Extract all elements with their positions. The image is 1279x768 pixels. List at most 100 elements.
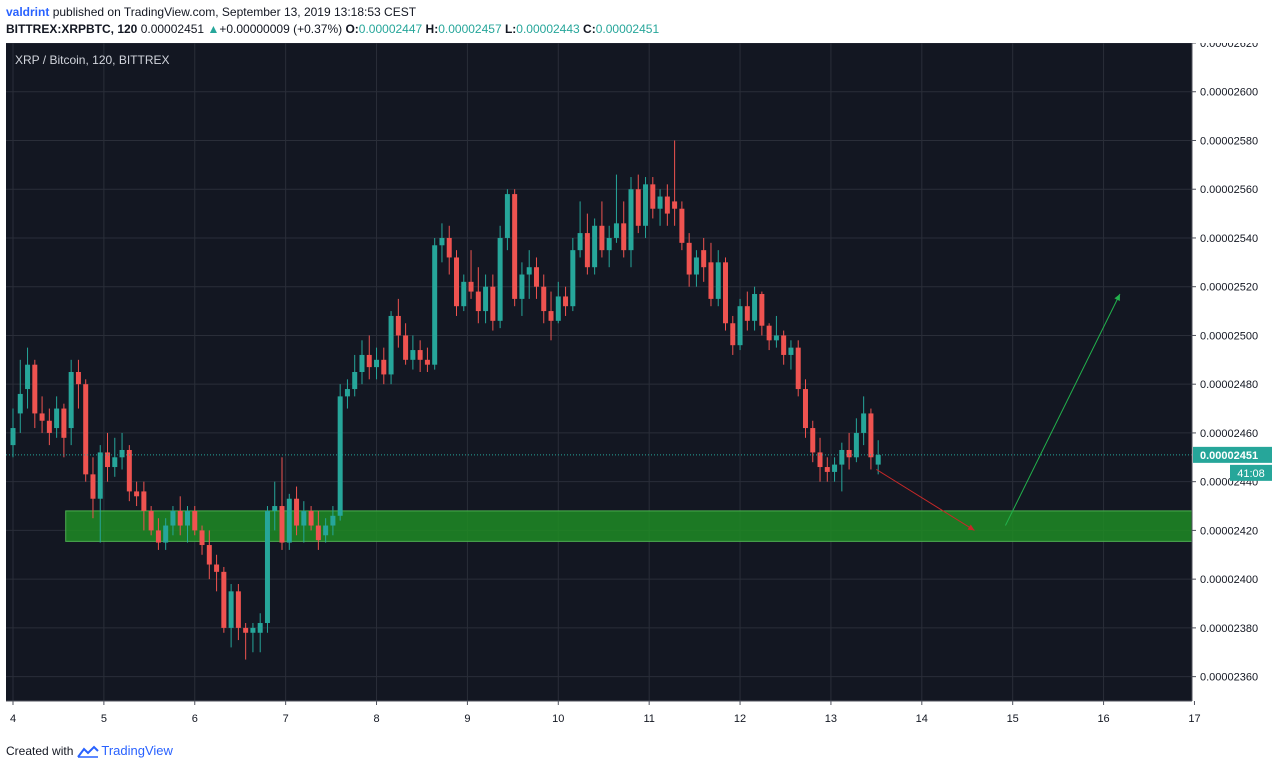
- x-tick-label: 12: [734, 713, 746, 725]
- grid-lines: [6, 42, 1195, 701]
- candle-body-up: [577, 233, 583, 251]
- candle-body-up: [301, 510, 307, 526]
- candle-body-down: [315, 525, 321, 541]
- candle-body-down: [512, 194, 518, 299]
- chart-panel[interactable]: 0.00002360 0.00002380 0.00002400 0.00002420…: [6, 38, 1273, 731]
- candle-body-down: [490, 286, 496, 321]
- x-tick-label: 15: [1007, 713, 1019, 725]
- y-tick-label: 0.00002560: [1200, 184, 1258, 196]
- last-price: 0.00002451: [140, 22, 205, 36]
- candles-layer: [10, 140, 881, 660]
- candle-body-down: [635, 189, 641, 226]
- candle-body-down: [723, 262, 729, 324]
- candle-body-up: [773, 335, 779, 341]
- footer: Created with TradingView: [6, 743, 173, 759]
- time-axis-panel[interactable]: [6, 701, 1273, 731]
- candle-body-down: [468, 281, 474, 292]
- low-label: L:: [504, 22, 517, 36]
- candle-body-up: [17, 393, 23, 414]
- red-arrow-line: [876, 469, 975, 531]
- candle-body-down: [708, 262, 714, 299]
- candle-body-down: [381, 359, 387, 375]
- support-zone-layer: [65, 510, 1200, 542]
- candle-body-up: [504, 194, 510, 238]
- candle-body-up: [752, 294, 758, 321]
- y-tick-label: 0.00002460: [1200, 428, 1258, 440]
- open-label: O:: [345, 22, 359, 36]
- candle-body-up: [410, 350, 416, 360]
- candle-body-up: [323, 525, 329, 536]
- candle-body-up: [715, 262, 721, 299]
- y-tick-label: 0.00002480: [1200, 379, 1258, 391]
- y-tick-label: 0.00002400: [1200, 574, 1258, 586]
- candle-body-down: [32, 364, 38, 414]
- candle-body-down: [650, 184, 656, 209]
- candle-body-down: [795, 347, 801, 390]
- y-tick-label: 0.00002600: [1200, 87, 1258, 99]
- candle-body-down: [235, 591, 241, 628]
- candle-body-down: [541, 286, 547, 312]
- chart-background: [6, 43, 1273, 731]
- candle-body-down: [781, 335, 787, 355]
- high-label: H:: [425, 22, 439, 36]
- candle-body-down: [868, 413, 874, 458]
- candle-body-down: [39, 413, 45, 421]
- open-value: 0.00002447: [358, 22, 423, 36]
- candle-body-up: [228, 591, 234, 628]
- candle-body-down: [599, 225, 605, 251]
- y-tick-label: 0.00002580: [1200, 135, 1258, 147]
- price-axis-panel[interactable]: [1192, 43, 1273, 731]
- x-tick-label: 7: [283, 713, 289, 725]
- candle-body-up: [832, 464, 838, 472]
- tradingview-brand[interactable]: TradingView: [101, 743, 173, 758]
- candle-body-up: [439, 237, 445, 246]
- author-link[interactable]: valdrint: [6, 5, 50, 19]
- candle-body-up: [628, 189, 634, 251]
- candle-body-up: [264, 510, 270, 624]
- x-tick-label: 4: [10, 713, 16, 725]
- candle-body-up: [170, 510, 176, 526]
- x-tick-label: 10: [552, 713, 564, 725]
- x-tick-label: 11: [643, 713, 654, 725]
- candle-body-down: [134, 491, 140, 497]
- candle-body-down: [664, 196, 670, 214]
- candle-body-up: [613, 223, 619, 238]
- candle-body-up: [853, 432, 859, 458]
- candle-body-up: [592, 225, 598, 268]
- last-price-tag-label: 0.00002451: [1200, 450, 1258, 462]
- candle-body-up: [257, 623, 263, 633]
- candle-body-up: [693, 257, 699, 275]
- candle-body-up: [54, 408, 60, 429]
- close-value: 0.00002451: [595, 22, 660, 36]
- candle-body-down: [759, 294, 765, 326]
- candle-body-down: [221, 571, 227, 628]
- candle-body-up: [875, 454, 881, 465]
- countdown-tag: [1230, 464, 1272, 481]
- candle-body-down: [454, 257, 460, 307]
- arrows-layer: [876, 293, 1121, 531]
- candle-body-up: [112, 457, 118, 468]
- candle-body-down: [243, 627, 249, 633]
- candle-body-up: [272, 506, 278, 511]
- close-label: C:: [583, 22, 596, 36]
- y-tick-label: 0.00002420: [1200, 525, 1258, 537]
- candle-body-down: [308, 510, 314, 526]
- candle-body-down: [206, 545, 212, 565]
- candle-body-up: [119, 449, 125, 458]
- candle-body-down: [177, 510, 183, 526]
- ohlc-legend: BITTREX:XRPBTC, 120 0.00002451 ▲+0.00000…: [6, 22, 659, 36]
- candle-body-up: [483, 286, 489, 312]
- candle-body-up: [861, 413, 867, 433]
- candle-body-up: [555, 296, 561, 321]
- x-tick-label: 9: [464, 713, 470, 725]
- candle-body-up: [497, 237, 503, 321]
- candle-body-up: [461, 281, 467, 307]
- candle-body-up: [352, 372, 358, 390]
- candle-body-up: [184, 510, 190, 526]
- candle-body-down: [417, 350, 423, 360]
- candle-body-down: [730, 323, 736, 346]
- candle-body-up: [526, 267, 532, 275]
- y-tick-label: 0.00002620: [1200, 43, 1258, 50]
- candlestick-chart[interactable]: 0.00002360 0.00002380 0.00002400 0.00002420…: [6, 38, 1273, 731]
- publish-info: valdrint published on TradingView.com, S…: [6, 5, 416, 19]
